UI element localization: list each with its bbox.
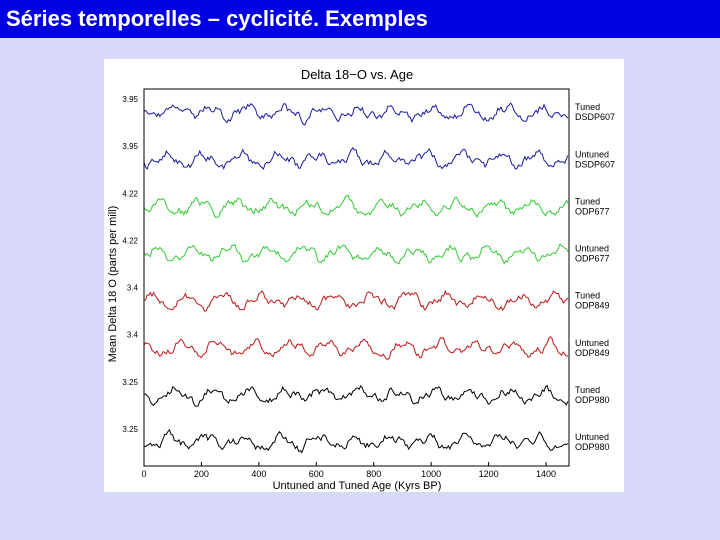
x-tick-label: 800: [366, 469, 381, 479]
series-line: [143, 146, 569, 171]
baseline-label: 3.25: [122, 378, 138, 387]
series-line: [143, 335, 568, 360]
legend-entry: Untuned DSDP607: [575, 149, 615, 169]
series-line: [143, 194, 569, 219]
chart-title: Delta 18−O vs. Age: [301, 67, 413, 82]
x-tick-label: 0: [141, 469, 146, 479]
legend-entry: Untuned ODP980: [575, 432, 610, 452]
series-line: [143, 243, 569, 265]
plot-frame: [143, 88, 570, 467]
axis-layer: 3.95 Tuned DSDP607 3.95 Untuned DSDP607 4.22 Tu…: [122, 88, 615, 479]
y-axis-label: Mean Delta 18 O (parts per mill): [107, 206, 119, 363]
baseline-label: 4.22: [122, 189, 138, 198]
series-line: [143, 384, 569, 407]
legend-entry: Untuned ODP677: [575, 244, 610, 264]
baseline-label: 3.25: [122, 425, 138, 434]
series-line: [143, 102, 569, 126]
x-tick-label: 1000: [421, 469, 441, 479]
slide-title: Séries temporelles – cyclicité. Exemples: [6, 6, 428, 31]
legend-entry: Tuned ODP677: [575, 197, 610, 217]
chart-figure: Delta 18−O vs. Age Mean Delta 18 O (part…: [104, 59, 624, 492]
baseline-label: 3.95: [122, 142, 138, 151]
series-layer: [143, 102, 569, 454]
x-tick-label: 1400: [536, 469, 556, 479]
x-tick-label: 600: [309, 469, 324, 479]
series-line: [143, 428, 569, 454]
legend-entry: Tuned ODP849: [575, 291, 610, 311]
x-tick-label: 200: [194, 469, 209, 479]
x-tick-label: 1200: [479, 469, 499, 479]
slide-title-bar: Séries temporelles – cyclicité. Exemples: [0, 0, 720, 38]
baseline-label: 3.4: [127, 331, 139, 340]
baseline-label: 3.95: [122, 95, 138, 104]
x-tick-label: 400: [251, 469, 266, 479]
baseline-label: 4.22: [122, 236, 138, 245]
legend-entry: Tuned ODP980: [575, 385, 610, 405]
chart-svg: Delta 18−O vs. Age Mean Delta 18 O (part…: [107, 67, 615, 492]
series-line: [143, 289, 569, 312]
x-axis-label: Untuned and Tuned Age (Kyrs BP): [273, 480, 442, 492]
legend-entry: Untuned ODP849: [575, 338, 610, 358]
baseline-label: 3.4: [127, 284, 139, 293]
legend-entry: Tuned DSDP607: [575, 102, 615, 122]
